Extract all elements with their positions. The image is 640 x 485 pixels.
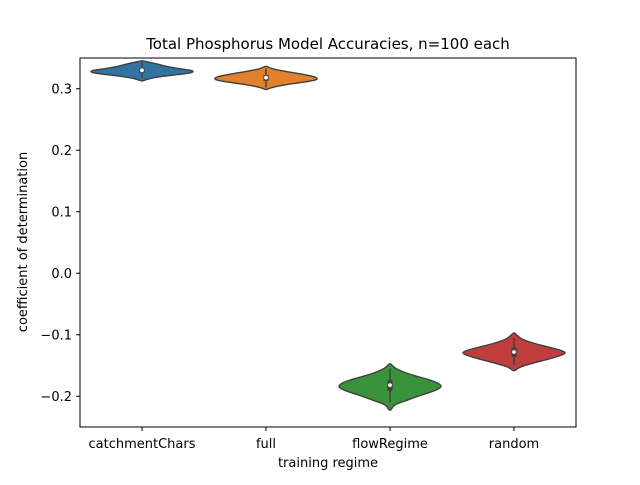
chart-title: Total Phosphorus Model Accuracies, n=100…: [145, 35, 510, 53]
y-tick-label: 0.1: [51, 205, 72, 220]
x-axis-ticks: catchmentChars full flowRegime random: [89, 427, 539, 452]
x-axis-label: training regime: [278, 456, 378, 471]
median-dot-flowRegime: [388, 383, 392, 388]
plot-area-frame: [79, 57, 577, 428]
y-tick-label: 0.3: [51, 82, 72, 97]
y-tick-label: 0.0: [51, 267, 72, 282]
median-dot-full: [264, 75, 268, 80]
x-tick-label: random: [489, 437, 539, 452]
x-tick-label: catchmentChars: [89, 437, 196, 452]
median-dot-catchmentChars: [140, 68, 144, 73]
median-dot-random: [512, 350, 516, 354]
x-tick-label: flowRegime: [352, 437, 428, 452]
x-tick-label: full: [256, 437, 276, 452]
y-axis-ticks: −0.2 −0.1 0.0 0.1 0.2 0.3: [40, 82, 80, 405]
y-tick-label: −0.1: [40, 328, 72, 343]
y-tick-label: −0.2: [40, 390, 72, 405]
y-tick-label: 0.2: [51, 144, 72, 159]
y-axis-label: coefficient of determination: [16, 152, 31, 332]
violins-layer: [90, 60, 566, 411]
